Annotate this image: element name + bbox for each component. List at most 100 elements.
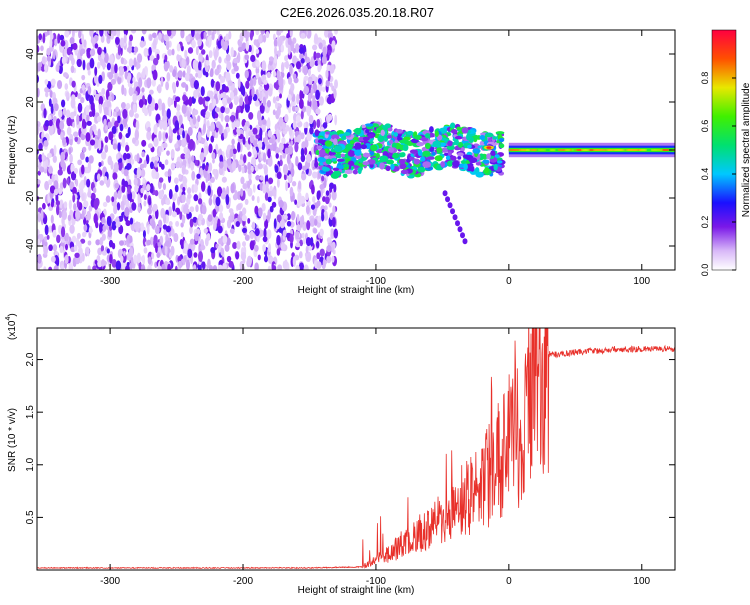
heatmap-cell bbox=[268, 56, 274, 62]
heatmap-cell bbox=[611, 149, 625, 151]
heatmap-cell bbox=[343, 132, 351, 136]
heatmap-cell bbox=[148, 197, 152, 206]
heatmap-cell bbox=[258, 207, 263, 218]
heatmap-cell bbox=[85, 156, 90, 163]
heatmap-cell bbox=[331, 217, 336, 228]
y-tick-label: -20 bbox=[25, 190, 36, 205]
heatmap-cell bbox=[220, 113, 224, 122]
heatmap-cell bbox=[73, 167, 79, 175]
heatmap-cell bbox=[174, 120, 180, 131]
svg-text:(x104): (x104) bbox=[5, 313, 18, 340]
heatmap-cell bbox=[400, 169, 409, 175]
heatmap-cell bbox=[329, 82, 333, 88]
heatmap-cell bbox=[99, 30, 104, 37]
heatmap-cell bbox=[263, 164, 268, 176]
heatmap-cell bbox=[289, 64, 293, 75]
heatmap-cell bbox=[364, 123, 374, 127]
heatmap-cell bbox=[387, 127, 393, 132]
heatmap-cell bbox=[256, 110, 262, 122]
heatmap-cell bbox=[166, 30, 172, 37]
heatmap-cell bbox=[277, 131, 281, 143]
heatmap-cell bbox=[195, 46, 199, 56]
heatmap-cell bbox=[207, 185, 212, 196]
heatmap-cell bbox=[406, 130, 414, 136]
heatmap-cell bbox=[201, 205, 207, 215]
heatmap-cell bbox=[147, 264, 152, 270]
heatmap-cell bbox=[367, 133, 375, 139]
heatmap-cell bbox=[234, 189, 238, 200]
heatmap-cell bbox=[180, 232, 184, 238]
heatmap-cell bbox=[308, 114, 314, 125]
heatmap-cell bbox=[63, 48, 67, 57]
heatmap-cell bbox=[42, 32, 46, 44]
heatmap-cell bbox=[37, 253, 42, 264]
heatmap-cell bbox=[165, 40, 170, 51]
heatmap-cell bbox=[97, 128, 101, 140]
heatmap-cell bbox=[315, 52, 321, 59]
heatmap-cell bbox=[56, 204, 60, 216]
heatmap-cell bbox=[249, 240, 255, 251]
heatmap-cell bbox=[101, 151, 107, 160]
heatmap-cell bbox=[184, 153, 190, 159]
heatmap-cell bbox=[454, 135, 463, 140]
heatmap-cell bbox=[104, 52, 109, 64]
heatmap-cell bbox=[98, 74, 103, 85]
heatmap-cell bbox=[111, 117, 116, 129]
heatmap-cell bbox=[143, 247, 148, 254]
heatmap-cell bbox=[60, 158, 65, 168]
heatmap-cell bbox=[321, 166, 328, 172]
heatmap-cell bbox=[255, 175, 261, 181]
heatmap-cell bbox=[342, 163, 350, 168]
heatmap-cell bbox=[72, 193, 76, 203]
heatmap-cell bbox=[204, 237, 209, 247]
heatmap-cell bbox=[229, 148, 234, 158]
heatmap-cell bbox=[167, 263, 172, 270]
heatmap-cell bbox=[122, 116, 128, 128]
heatmap-cell bbox=[58, 224, 62, 235]
heatmap-cell bbox=[93, 199, 99, 210]
heatmap-cell bbox=[140, 168, 146, 178]
heatmap-cell bbox=[190, 160, 195, 171]
heatmap-cell bbox=[287, 94, 292, 101]
heatmap-cell bbox=[42, 202, 46, 210]
heatmap-cell bbox=[264, 135, 269, 147]
heatmap-cell bbox=[99, 180, 105, 186]
heatmap-cell bbox=[302, 165, 308, 171]
y-tick-label: 0 bbox=[25, 147, 36, 153]
heatmap-cell bbox=[436, 147, 443, 153]
heatmap-cell bbox=[38, 233, 44, 241]
heatmap-cell bbox=[148, 106, 152, 117]
heatmap-cell bbox=[494, 154, 500, 159]
heatmap-cell bbox=[40, 45, 44, 52]
heatmap-cell bbox=[223, 100, 228, 106]
heatmap-cell bbox=[199, 152, 205, 162]
heatmap-cell bbox=[44, 79, 49, 85]
heatmap-cell bbox=[57, 169, 63, 176]
heatmap-cell bbox=[104, 144, 109, 153]
heatmap-cell bbox=[137, 195, 141, 204]
heatmap-cell bbox=[440, 161, 446, 168]
heatmap-cell bbox=[164, 54, 168, 62]
heatmap-cell bbox=[39, 126, 44, 132]
heatmap-cell bbox=[237, 77, 241, 89]
heatmap-cell bbox=[305, 192, 309, 201]
heatmap-cell bbox=[115, 221, 121, 228]
heatmap-cell bbox=[244, 198, 249, 206]
heatmap-cell bbox=[134, 185, 139, 193]
heatmap-cell bbox=[290, 210, 296, 221]
heatmap-cell bbox=[69, 138, 73, 146]
heatmap-cell bbox=[303, 75, 309, 81]
heatmap-cell bbox=[189, 116, 193, 126]
heatmap-cell bbox=[68, 199, 72, 210]
heatmap-cell bbox=[247, 151, 252, 157]
heatmap-cell bbox=[46, 234, 50, 240]
heatmap-cell bbox=[325, 131, 330, 135]
heatmap-cell bbox=[434, 130, 439, 138]
heatmap-cell bbox=[189, 218, 194, 228]
heatmap-cell bbox=[482, 159, 490, 164]
heatmap-cell bbox=[200, 244, 206, 251]
heatmap-cell bbox=[152, 203, 158, 212]
heatmap-cell bbox=[469, 157, 478, 164]
heatmap-cell bbox=[188, 96, 193, 107]
snr-multiplier-base: (x10 bbox=[7, 320, 18, 340]
